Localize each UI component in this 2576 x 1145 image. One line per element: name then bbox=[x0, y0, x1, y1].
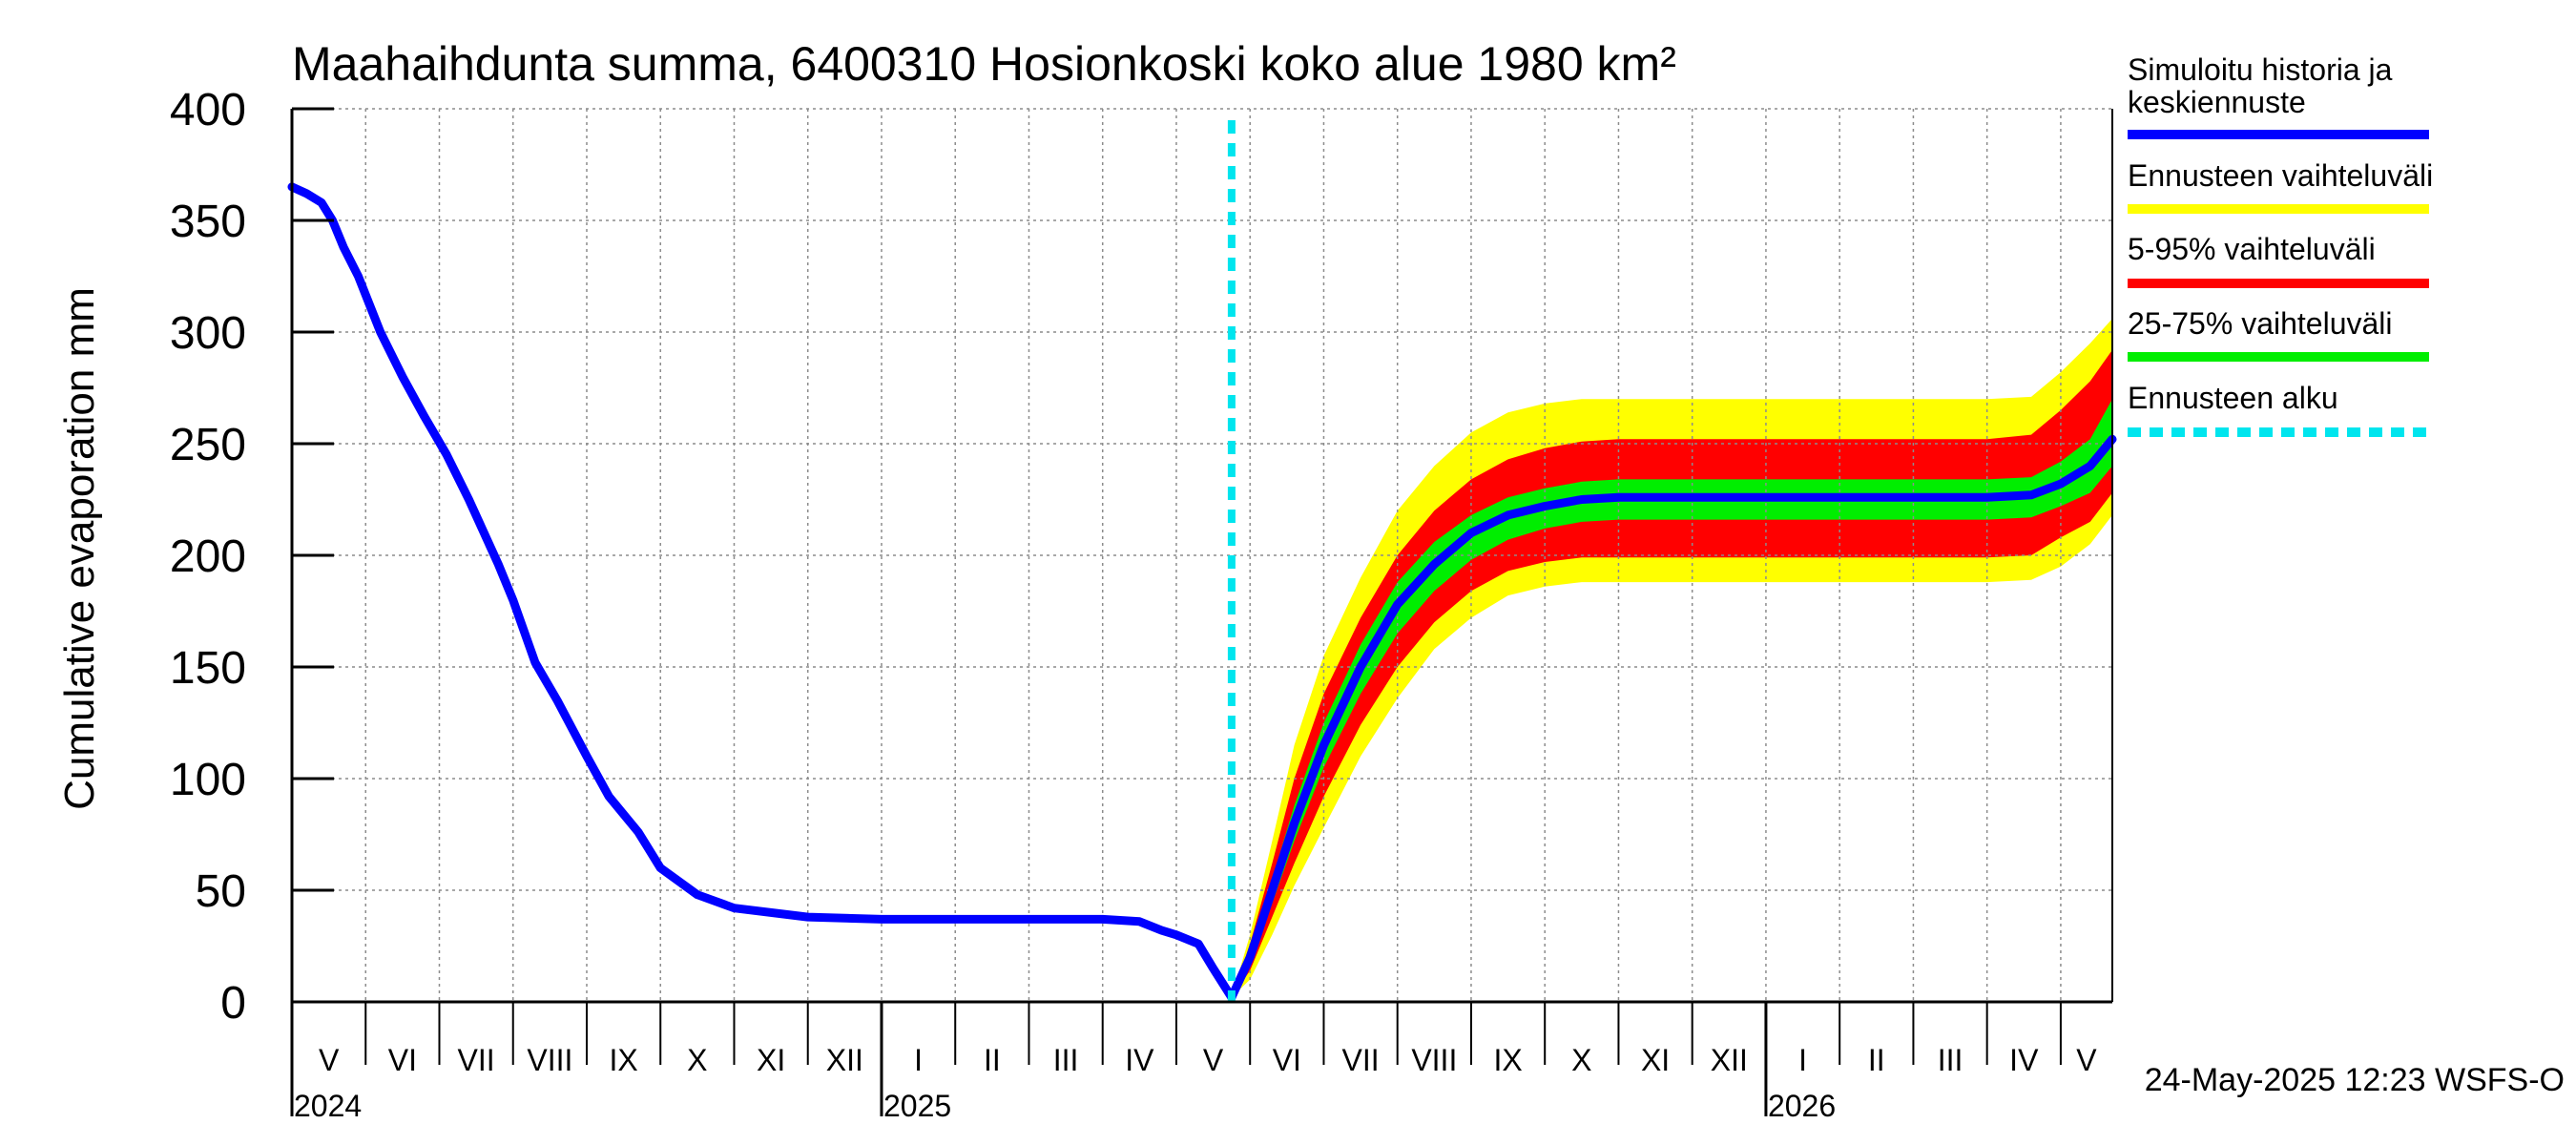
x-month-label-17: X bbox=[1571, 1043, 1591, 1077]
legend-label-0: Simuloitu historia ja bbox=[2128, 52, 2393, 87]
x-month-label-20: I bbox=[1798, 1043, 1807, 1077]
y-tick-label-150: 150 bbox=[170, 643, 246, 694]
x-month-label-3: VIII bbox=[527, 1043, 572, 1077]
x-year-label-2026: 2026 bbox=[1768, 1089, 1836, 1123]
y-tick-label-200: 200 bbox=[170, 531, 246, 582]
legend-label-0-line2: keskiennuste bbox=[2128, 85, 2306, 119]
footer-timestamp: 24-May-2025 12:23 WSFS-O bbox=[2145, 1062, 2565, 1098]
history-line bbox=[287, 182, 1236, 1002]
x-month-label-24: V bbox=[2076, 1043, 2097, 1077]
y-tick-label-400: 400 bbox=[170, 85, 246, 135]
y-axis-label: Cumulative evaporation mm bbox=[56, 287, 103, 810]
chart-title: Maahaihdunta summa, 6400310 Hosionkoski … bbox=[292, 37, 1676, 91]
x-month-label-6: XI bbox=[757, 1043, 785, 1077]
y-tick-label-0: 0 bbox=[220, 978, 246, 1029]
x-month-label-22: III bbox=[1938, 1043, 1963, 1077]
x-month-label-16: IX bbox=[1493, 1043, 1522, 1077]
x-month-label-2: VII bbox=[458, 1043, 495, 1077]
x-month-label-12: V bbox=[1203, 1043, 1224, 1077]
x-month-label-15: VIII bbox=[1411, 1043, 1457, 1077]
x-month-label-21: II bbox=[1868, 1043, 1885, 1077]
x-month-label-4: IX bbox=[609, 1043, 637, 1077]
x-month-label-7: XII bbox=[826, 1043, 863, 1077]
x-month-label-9: II bbox=[984, 1043, 1001, 1077]
x-month-label-11: IV bbox=[1125, 1043, 1154, 1077]
x-month-label-1: VI bbox=[388, 1043, 417, 1077]
x-year-label-2024: 2024 bbox=[294, 1089, 362, 1123]
legend-label-3: 25-75% vaihteluväli bbox=[2128, 306, 2393, 341]
x-month-label-5: X bbox=[687, 1043, 707, 1077]
x-month-label-19: XII bbox=[1711, 1043, 1748, 1077]
x-year-label-2025: 2025 bbox=[883, 1089, 951, 1123]
x-month-label-10: III bbox=[1053, 1043, 1079, 1077]
y-tick-label-50: 50 bbox=[196, 866, 246, 917]
y-tick-label-350: 350 bbox=[170, 197, 246, 247]
series-lines bbox=[287, 120, 2117, 1002]
y-tick-label-300: 300 bbox=[170, 308, 246, 359]
legend-label-1: Ennusteen vaihteluväli bbox=[2128, 158, 2433, 193]
y-tick-label-100: 100 bbox=[170, 755, 246, 805]
legend-label-4: Ennusteen alku bbox=[2128, 381, 2338, 415]
x-month-label-13: VI bbox=[1273, 1043, 1301, 1077]
x-month-label-14: VII bbox=[1342, 1043, 1380, 1077]
x-month-label-8: I bbox=[914, 1043, 923, 1077]
x-month-label-0: V bbox=[319, 1043, 340, 1077]
y-tick-label-250: 250 bbox=[170, 420, 246, 470]
x-month-label-23: IV bbox=[2009, 1043, 2039, 1077]
grid-lines bbox=[292, 108, 2112, 1002]
x-month-label-18: XI bbox=[1641, 1043, 1670, 1077]
legend-label-2: 5-95% vaihteluväli bbox=[2128, 232, 2376, 266]
median-forecast-line bbox=[1227, 434, 2117, 1002]
